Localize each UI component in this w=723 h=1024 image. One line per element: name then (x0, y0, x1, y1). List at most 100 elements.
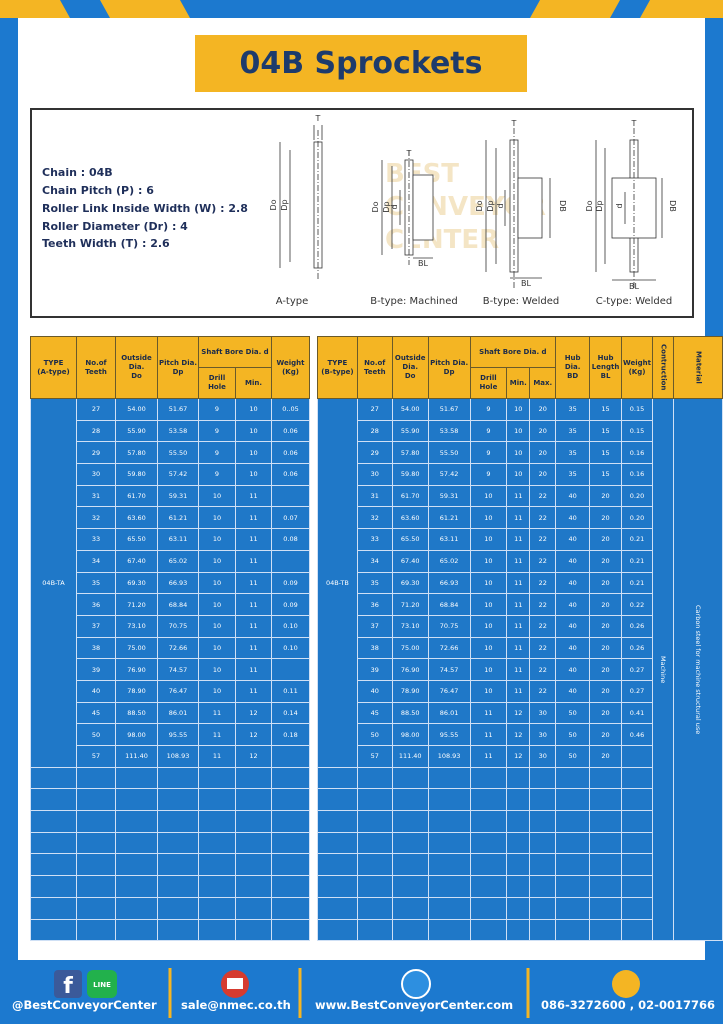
empty-cell (555, 875, 591, 898)
cell: 51.67 (157, 398, 199, 421)
empty-cell (555, 788, 591, 812)
empty-row (317, 896, 723, 920)
cell: 11 (198, 701, 236, 725)
cell: 57.42 (427, 463, 471, 486)
footer-website[interactable]: www.BestConveyorCenter.com (315, 998, 514, 1012)
cell: 54.00 (391, 398, 429, 421)
caption: A-type (276, 296, 309, 307)
row: 45 88.50 86.01 11 12 30 50 20 0.41 (318, 701, 723, 725)
empty-cell (235, 788, 272, 812)
empty-cell (30, 810, 77, 833)
dim-label: T (315, 114, 321, 123)
cell: 32 (356, 506, 393, 530)
empty-cell (317, 810, 358, 833)
empty-cell (427, 788, 471, 812)
empty-cell (427, 831, 471, 855)
empty-cell (76, 831, 116, 855)
empty-cell (235, 810, 272, 833)
cell: 61.70 (115, 484, 158, 508)
cell: 69.30 (391, 571, 429, 595)
empty-row (30, 831, 310, 855)
row: 50 98.00 95.55 11 12 0.18 (31, 723, 310, 746)
footer-email[interactable]: sale@nmec.co.th (181, 998, 291, 1012)
cell: 59.31 (427, 484, 471, 508)
empty-cell (157, 810, 199, 833)
cell: 33 (76, 528, 116, 551)
cell: 10 (469, 636, 508, 660)
cell (271, 484, 310, 508)
cell: 0.10 (271, 636, 310, 660)
cell: 0.46 (621, 723, 653, 746)
diagram-b-machined: T Do Dp d BL B-type: Machined (370, 149, 458, 307)
cell: 40 (356, 679, 393, 703)
empty-cell (529, 918, 557, 942)
cell: 0.10 (271, 614, 310, 638)
cell: 11 (235, 679, 272, 703)
header: Outside Dia. Do (115, 336, 158, 399)
empty-cell (271, 896, 310, 920)
dim-label: DB (558, 200, 567, 212)
empty-cell (235, 918, 272, 942)
empty-cell (506, 918, 531, 942)
footer-phone[interactable]: 086-3272600 , 02-0017766 (541, 998, 715, 1012)
cell: 9 (469, 398, 508, 421)
empty-cell (271, 766, 310, 790)
cell: 10 (469, 506, 508, 530)
cell: 10 (469, 614, 508, 638)
empty-row (30, 875, 310, 898)
row: 35 69.30 66.93 10 11 0.09 (31, 571, 310, 595)
cell: 10 (235, 398, 272, 421)
empty-cell (356, 831, 393, 855)
empty-cell (589, 810, 623, 833)
cell: 20 (589, 506, 623, 530)
header: No.of Teeth (356, 336, 393, 399)
cell: 35 (76, 571, 116, 595)
empty-cell (198, 896, 236, 920)
cell: 0.09 (271, 571, 310, 595)
header: Pitch Dia. Dp (157, 336, 199, 399)
empty-cell (30, 853, 77, 877)
cell: 0.06 (271, 419, 310, 443)
empty-cell (271, 853, 310, 877)
empty-row (30, 918, 310, 942)
cell: 33 (356, 528, 393, 551)
cell: 20 (589, 528, 623, 551)
cell: 11 (235, 658, 272, 681)
empty-cell (427, 875, 471, 898)
row: 38 75.00 72.66 10 11 22 40 20 0.26 (318, 636, 723, 660)
header: Outside Dia. Do (391, 336, 429, 399)
cell: 40 (555, 593, 591, 616)
row: 35 69.30 66.93 10 11 22 40 20 0.21 (318, 571, 723, 595)
cell: 35 (555, 463, 591, 486)
dim-label: BL (629, 282, 639, 291)
cell: 12 (506, 745, 531, 768)
cell: 20 (589, 593, 623, 616)
cell: 22 (529, 679, 557, 703)
header: Weight (Kg) (621, 336, 653, 399)
cell: 61.70 (391, 484, 429, 508)
cell: 27 (76, 398, 116, 421)
cell: 0.06 (271, 463, 310, 486)
spec-line: Chain : 04B (42, 166, 113, 179)
row: 32 63.60 61.21 10 11 0.07 (31, 506, 310, 530)
cell: 0.16 (621, 463, 653, 486)
cell: 55.90 (115, 419, 158, 443)
cell: 20 (589, 549, 623, 573)
header: TYPE (B-type) (317, 336, 358, 399)
header: Shaft Bore Dia. d (469, 336, 557, 368)
cell: 40 (555, 658, 591, 681)
cell: 11 (235, 571, 272, 595)
cell: 0.41 (621, 701, 653, 725)
cell: 61.21 (157, 506, 199, 530)
cell: 57.80 (391, 441, 429, 465)
empty-cell (271, 788, 310, 812)
cell: 88.50 (391, 701, 429, 725)
empty-cell (427, 918, 471, 942)
cell: 32 (76, 506, 116, 530)
empty-cell (621, 831, 653, 855)
cell: 40 (76, 679, 116, 703)
cell: 40 (555, 636, 591, 660)
dim-label: Do (269, 199, 278, 210)
footer-social[interactable]: @BestConveyorCenter (12, 998, 157, 1012)
cell: 40 (555, 571, 591, 595)
